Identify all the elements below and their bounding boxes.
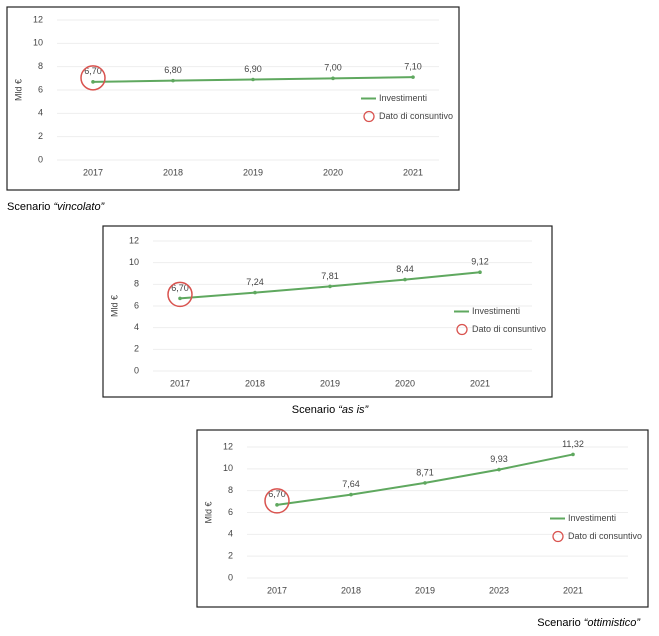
y-tick-label: 12: [223, 441, 233, 451]
data-label: 6,80: [164, 65, 182, 75]
data-label: 7,24: [246, 277, 264, 287]
y-axis-label: Mld €: [109, 295, 119, 317]
y-tick-label: 6: [134, 300, 139, 310]
y-tick-label: 8: [134, 279, 139, 289]
legend-label: Investimenti: [568, 513, 616, 523]
y-tick-label: 12: [33, 14, 43, 24]
x-tick-label: 2019: [243, 167, 263, 177]
y-tick-label: 0: [228, 572, 233, 582]
y-tick-label: 2: [134, 344, 139, 354]
data-point: [497, 467, 501, 472]
x-tick-label: 2020: [395, 378, 415, 388]
y-tick-label: 4: [134, 322, 139, 332]
legend-label: Investimenti: [379, 93, 427, 103]
legend-circle: [456, 323, 468, 336]
caption-emphasis: “as is”: [338, 404, 369, 416]
legend-label: Dato di consuntivo: [568, 531, 642, 541]
caption-emphasis: “vincolato”: [53, 201, 105, 213]
data-point: [91, 80, 95, 84]
data-label: 9,12: [471, 257, 489, 267]
caption: Scenario “vincolato”: [7, 201, 106, 213]
data-point: [349, 492, 353, 497]
y-tick-label: 8: [38, 61, 43, 71]
caption-prefix: Scenario: [292, 404, 335, 416]
y-tick-label: 6: [38, 84, 43, 94]
x-tick-label: 2018: [341, 585, 361, 595]
x-tick-label: 2019: [320, 378, 340, 388]
data-label: 6,70: [171, 283, 189, 293]
x-tick-label: 2018: [163, 167, 183, 177]
x-tick-label: 2021: [470, 378, 490, 388]
data-point: [423, 481, 427, 485]
data-label: 7,64: [342, 479, 360, 489]
x-tick-label: 2019: [415, 585, 435, 595]
x-tick-label: 2017: [267, 585, 287, 595]
y-tick-label: 6: [228, 507, 233, 517]
data-point: [411, 75, 415, 79]
x-tick-label: 2017: [170, 378, 190, 388]
y-tick-label: 4: [38, 108, 43, 118]
x-tick-label: 2017: [83, 167, 103, 177]
caption: Scenario “ottimistico”: [537, 617, 641, 629]
y-tick-label: 2: [38, 131, 43, 141]
legend-circle: [363, 110, 375, 123]
y-tick-label: 10: [129, 257, 139, 267]
x-tick-label: 2021: [403, 167, 423, 177]
highlight-circle: [80, 65, 106, 91]
data-point: [171, 78, 175, 83]
caption-prefix: Scenario: [537, 617, 580, 629]
data-point: [478, 270, 482, 275]
data-point: [571, 452, 575, 457]
highlight-circle: [264, 488, 290, 514]
data-label: 7,81: [321, 271, 339, 281]
x-tick-label: 2020: [323, 167, 343, 177]
data-point: [275, 503, 279, 507]
data-point: [253, 290, 257, 295]
data-label: 8,71: [416, 467, 434, 477]
y-tick-label: 12: [129, 235, 139, 245]
data-point: [178, 296, 182, 301]
data-label: 6,70: [268, 489, 286, 499]
legend-circle: [552, 530, 564, 543]
data-label: 7,10: [404, 62, 422, 72]
data-point: [403, 277, 407, 282]
data-label: 6,90: [244, 64, 262, 74]
caption-emphasis: “ottimistico”: [584, 617, 642, 629]
x-tick-label: 2018: [245, 378, 265, 388]
x-tick-label: 2021: [563, 585, 583, 595]
y-tick-label: 2: [228, 551, 233, 561]
legend-label: Dato di consuntivo: [472, 324, 546, 334]
y-tick-label: 8: [228, 485, 233, 495]
data-point: [331, 76, 335, 81]
data-label: 8,44: [396, 264, 414, 274]
data-label: 7,00: [324, 63, 342, 73]
data-label: 11,32: [562, 439, 584, 449]
y-axis-label: Mld €: [203, 501, 213, 523]
data-label: 9,93: [490, 454, 508, 464]
chart-frame: [102, 225, 553, 398]
y-tick-label: 0: [134, 365, 139, 375]
legend-label: Investimenti: [472, 306, 520, 316]
x-tick-label: 2023: [489, 585, 509, 595]
y-tick-label: 10: [223, 463, 233, 473]
caption: Scenario “as is”: [292, 404, 370, 416]
legend-label: Dato di consuntivo: [379, 111, 453, 121]
caption-prefix: Scenario: [7, 201, 50, 213]
data-point: [251, 77, 255, 82]
y-tick-label: 0: [38, 154, 43, 164]
data-point: [328, 284, 332, 289]
y-tick-label: 10: [33, 38, 43, 48]
y-tick-label: 4: [228, 529, 233, 539]
highlight-circle: [167, 281, 193, 308]
y-axis-label: Mld €: [13, 79, 23, 101]
data-label: 6,70: [84, 66, 102, 76]
